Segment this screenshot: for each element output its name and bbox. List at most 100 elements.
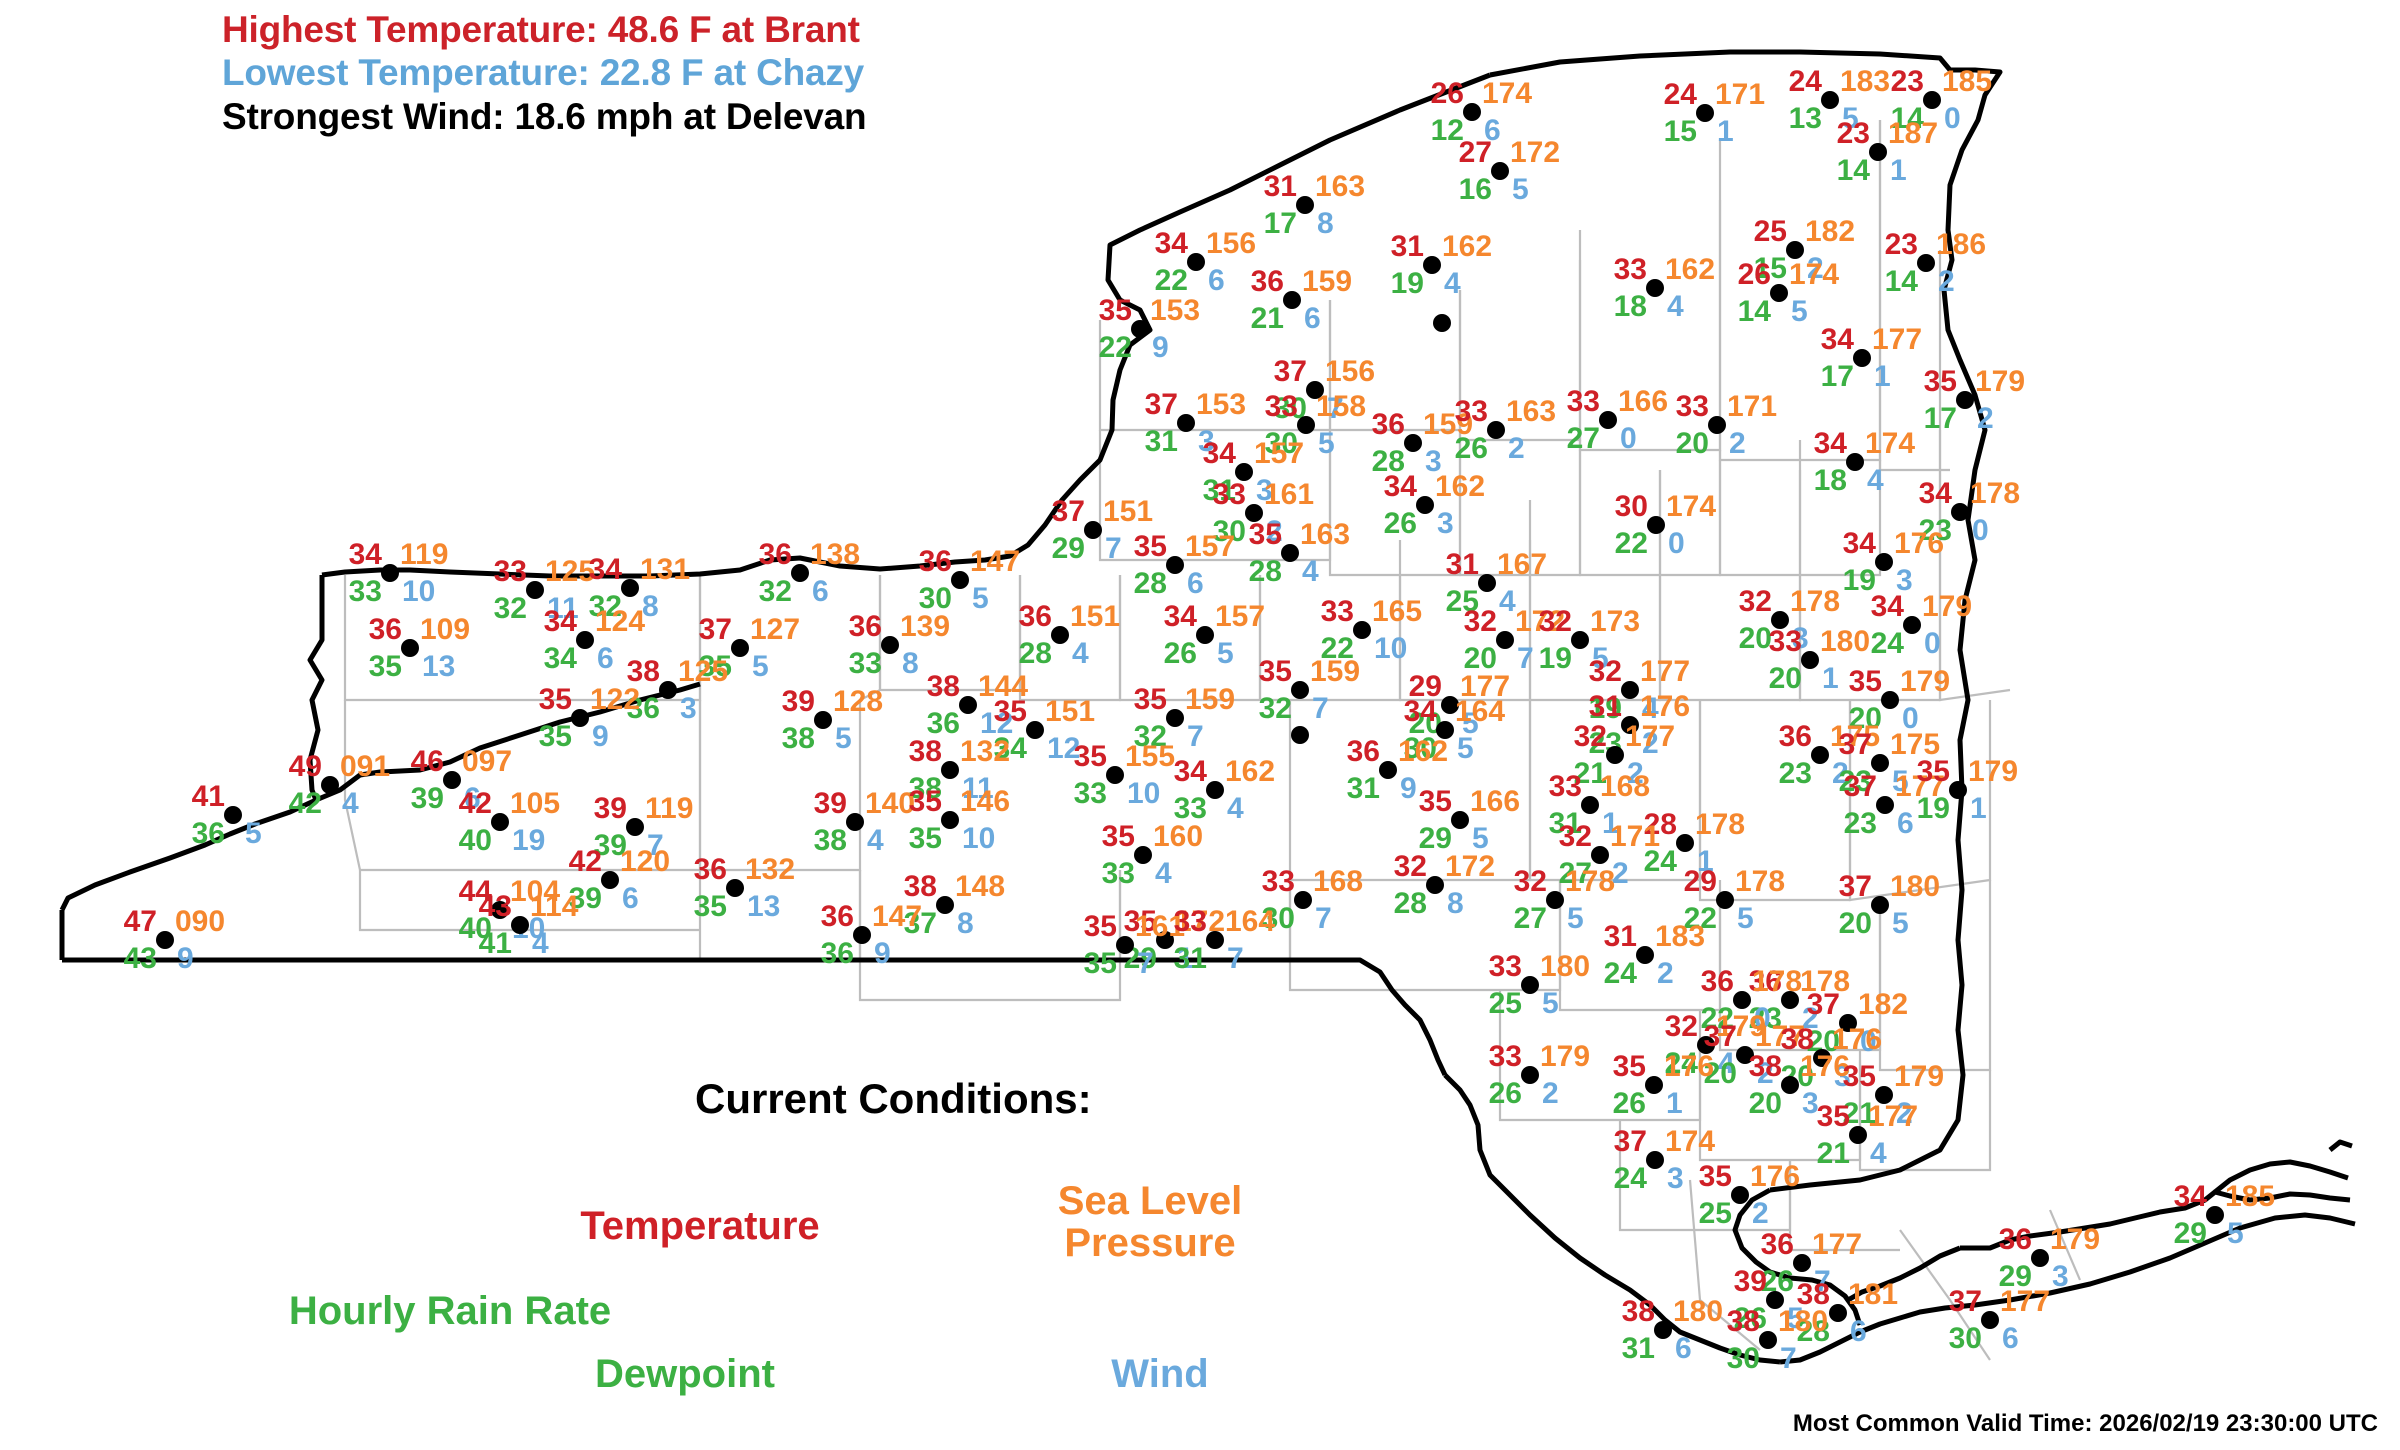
lowest-temperature-line: Lowest Temperature: 22.8 F at Chazy xyxy=(222,52,865,94)
station-temperature: 33 xyxy=(1320,595,1354,628)
station-dewpoint: 32 xyxy=(493,592,527,625)
station-temperature: 36 xyxy=(820,900,854,933)
station-marker-icon xyxy=(1116,936,1134,954)
station-pressure: 109 xyxy=(420,613,471,646)
station-wind: 4 xyxy=(1667,290,1684,323)
station-pressure: 157 xyxy=(1254,437,1305,470)
station-temperature: 42 xyxy=(458,787,492,820)
strongest-wind-line: Strongest Wind: 18.6 mph at Delevan xyxy=(222,95,867,137)
station-dewpoint: 27 xyxy=(1513,902,1547,935)
station-marker-icon xyxy=(1521,1066,1539,1084)
station-wind: 3 xyxy=(1792,622,1809,655)
station-wind: 5 xyxy=(245,817,262,850)
station-temperature: 34 xyxy=(1154,227,1188,260)
station-pressure: 164 xyxy=(1455,695,1506,728)
station-dewpoint: 32 xyxy=(758,575,792,608)
station-dewpoint: 28 xyxy=(1018,637,1052,670)
station-marker-icon xyxy=(1436,721,1454,739)
station-marker-icon xyxy=(1849,1126,1867,1144)
station-wind: 0 xyxy=(1754,1002,1771,1035)
station-dewpoint: 19 xyxy=(1588,692,1622,725)
station-wind: 4 xyxy=(1302,555,1319,588)
station-wind: 7 xyxy=(1227,942,1244,975)
station-marker-icon xyxy=(1084,521,1102,539)
station-temperature: 24 xyxy=(1788,65,1822,98)
station-dewpoint: 25 xyxy=(1698,1197,1732,1230)
station-temperature: 35 xyxy=(538,683,572,716)
station-dewpoint: 29 xyxy=(1418,822,1452,855)
station-temperature: 37 xyxy=(1843,770,1877,803)
station-dewpoint: 14 xyxy=(1836,154,1870,187)
station-pressure: 174 xyxy=(1482,77,1533,110)
station-pressure: 180 xyxy=(1540,950,1591,983)
station-dewpoint: 23 xyxy=(1918,514,1952,547)
station-pressure: 132 xyxy=(745,853,796,886)
station-temperature: 33 xyxy=(1488,1040,1522,1073)
station-marker-icon xyxy=(1235,463,1253,481)
station-marker-icon xyxy=(1291,726,1309,744)
station-temperature: 36 xyxy=(1998,1223,2032,1256)
station-dewpoint: 38 xyxy=(813,824,847,857)
station-pressure: 171 xyxy=(1715,78,1766,111)
station-wind: 4 xyxy=(1155,857,1172,890)
station-wind: 5 xyxy=(1462,707,1479,740)
station-marker-icon xyxy=(1599,411,1617,429)
station-pressure: 119 xyxy=(400,538,449,571)
station-pressure: 147 xyxy=(970,545,1021,578)
station-pressure: 159 xyxy=(1310,655,1361,688)
station-temperature: 38 xyxy=(903,870,937,903)
station-dewpoint: 22 xyxy=(1098,331,1132,364)
station-pressure: 171 xyxy=(1727,390,1778,423)
station-pressure: 175 xyxy=(1830,720,1881,753)
station-dewpoint: 30 xyxy=(1264,427,1298,460)
station-dewpoint: 33 xyxy=(1173,792,1207,825)
station-marker-icon xyxy=(791,564,809,582)
station-dewpoint: 39 xyxy=(593,829,627,862)
station-temperature: 24 xyxy=(1663,78,1697,111)
station-dewpoint: 20 xyxy=(1848,702,1882,735)
station-temperature: 35 xyxy=(908,785,942,818)
station-wind: 6 xyxy=(812,575,829,608)
station-temperature: 23 xyxy=(1884,228,1918,261)
station-temperature: 35 xyxy=(1923,365,1957,398)
station-wind: 6 xyxy=(2002,1322,2019,1355)
station-marker-icon xyxy=(1206,781,1224,799)
station-temperature: 35 xyxy=(993,695,1027,728)
station-wind: 0 xyxy=(1668,527,1685,560)
station-dewpoint: 35 xyxy=(908,822,942,855)
station-wind: 5 xyxy=(1592,642,1609,675)
station-dewpoint: 14 xyxy=(1884,265,1918,298)
station-pressure: 172 xyxy=(1515,605,1566,638)
valid-time-footer: Most Common Valid Time: 2026/02/19 23:30… xyxy=(1792,1410,2378,1437)
station-pressure: 168 xyxy=(1313,865,1364,898)
station-marker-icon xyxy=(1291,681,1309,699)
station-temperature: 37 xyxy=(1273,355,1307,388)
station-temperature: 36 xyxy=(848,610,882,643)
legend-dewpoint: Dewpoint xyxy=(595,1352,775,1396)
station-wind: 3 xyxy=(1198,425,1215,458)
station-temperature: 44 xyxy=(458,875,492,908)
station-pressure: 125 xyxy=(678,655,729,688)
station-wind: 4 xyxy=(1072,637,1089,670)
station-dewpoint: 42 xyxy=(288,787,322,820)
station-marker-icon xyxy=(576,631,594,649)
station-pressure: 180 xyxy=(1820,625,1871,658)
station-pressure: 162 xyxy=(1442,230,1493,263)
station-wind: 10 xyxy=(402,575,436,608)
station-wind: 5 xyxy=(1512,173,1529,206)
station-dewpoint: 15 xyxy=(1753,252,1787,285)
station-marker-icon xyxy=(1433,314,1451,332)
station-pressure: 177 xyxy=(1625,720,1676,753)
station-wind: 0 xyxy=(1924,627,1941,660)
station-pressure: 162 xyxy=(1225,755,1276,788)
station-dewpoint: 26 xyxy=(1163,637,1197,670)
station-marker-icon xyxy=(443,771,461,789)
station-temperature: 38 xyxy=(1796,1278,1830,1311)
station-wind: 6 xyxy=(622,882,639,915)
station-marker-icon xyxy=(1759,1331,1777,1349)
station-wind: 5 xyxy=(1472,822,1489,855)
station-pressure: 175 xyxy=(1890,728,1941,761)
station-temperature: 33 xyxy=(1454,395,1488,428)
station-marker-icon xyxy=(2031,1249,2049,1267)
station-pressure: 178 xyxy=(1695,808,1746,841)
